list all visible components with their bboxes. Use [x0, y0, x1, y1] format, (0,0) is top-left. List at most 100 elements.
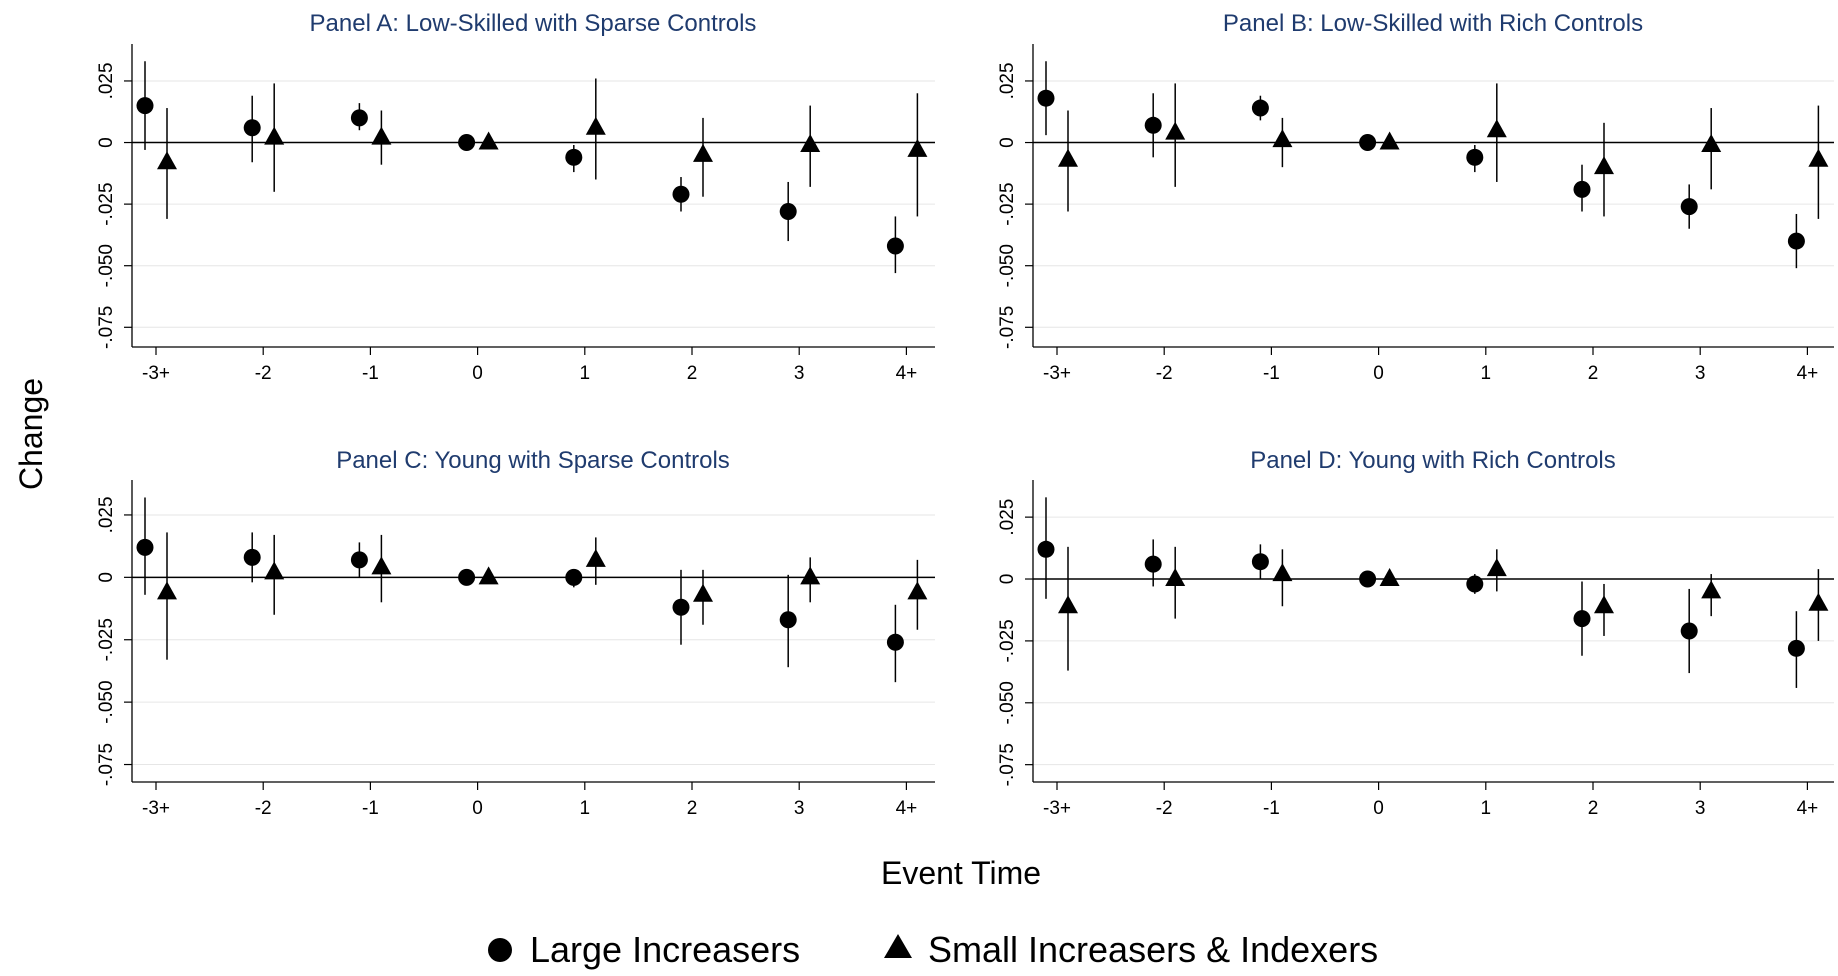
panel-c: Panel C: Young with Sparse Controls .025 0… [96, 447, 935, 819]
x-tick-label: 1 [1481, 363, 1492, 384]
point-large-increasers [350, 551, 368, 569]
x-tick-label: 0 [1373, 798, 1384, 819]
point-large-increasers [1787, 639, 1805, 657]
y-tick-label: .025 [997, 499, 1018, 536]
point-small-increasers [907, 581, 928, 600]
x-tick-label: -3+ [142, 798, 170, 819]
point-large-increasers [1359, 134, 1377, 152]
point-small-increasers [800, 134, 821, 152]
x-tick-label: 4+ [1797, 798, 1819, 819]
point-large-increasers [886, 633, 904, 651]
x-tick-label: -2 [255, 363, 272, 384]
point-small-increasers [1594, 595, 1614, 614]
y-tick-label: -.025 [96, 618, 117, 661]
point-large-increasers [1466, 148, 1484, 166]
y-tick-label: 0 [96, 572, 117, 583]
legend-circle-marker [488, 938, 512, 962]
x-tick-label: -1 [362, 363, 379, 384]
point-small-increasers [1808, 592, 1829, 611]
point-large-increasers [1251, 553, 1269, 571]
y-tick-label: -.025 [96, 182, 117, 225]
point-large-increasers [458, 134, 476, 152]
y-tick-label: 0 [997, 574, 1018, 585]
point-large-increasers [458, 568, 476, 586]
y-tick-label: -.075 [997, 306, 1018, 349]
x-tick-label: -3+ [1043, 363, 1071, 384]
y-tick-label: -.075 [96, 743, 117, 786]
x-tick-label: -1 [1263, 363, 1280, 384]
legend-triangle-marker [884, 934, 912, 958]
point-small-increasers [1379, 568, 1400, 587]
panels-group: Panel A: Low-Skilled with Sparse Control… [96, 10, 1834, 819]
point-small-increasers [157, 151, 177, 170]
point-large-increasers [672, 185, 690, 203]
point-large-increasers [136, 538, 154, 556]
point-large-increasers [1359, 570, 1377, 588]
point-small-increasers [478, 566, 499, 585]
x-tick-label: 1 [580, 363, 591, 384]
x-axis-title: Event Time [881, 855, 1041, 891]
y-tick-label: .025 [96, 496, 117, 533]
x-tick-label: 1 [1481, 798, 1492, 819]
y-tick-label: -.050 [997, 244, 1018, 287]
x-tick-label: 3 [794, 798, 805, 819]
panel-b: Panel B: Low-Skilled with Rich Controls.… [997, 10, 1834, 384]
point-large-increasers [1144, 555, 1162, 573]
point-small-increasers [264, 561, 285, 580]
point-small-increasers [1058, 148, 1078, 167]
y-tick-label: 0 [997, 137, 1018, 148]
point-large-increasers [243, 548, 261, 566]
point-small-increasers [907, 138, 928, 157]
x-tick-label: -1 [1263, 798, 1280, 819]
point-small-increasers [693, 583, 713, 602]
point-small-increasers [693, 143, 713, 162]
panel-a: Panel A: Low-Skilled with Sparse Control… [96, 10, 935, 384]
panel-d-title: Panel D: Young with Rich Controls [1250, 447, 1616, 474]
x-tick-label: -2 [255, 798, 272, 819]
point-large-increasers [1787, 232, 1805, 250]
point-large-increasers [565, 568, 583, 586]
x-tick-label: 4+ [896, 798, 918, 819]
x-tick-label: 4+ [1797, 363, 1819, 384]
x-tick-label: 2 [687, 798, 698, 819]
point-large-increasers [565, 148, 583, 166]
x-tick-label: -3+ [142, 363, 170, 384]
point-small-increasers [1379, 131, 1400, 150]
point-small-increasers [1058, 595, 1078, 614]
point-small-increasers [1272, 563, 1293, 582]
y-tick-label: -.025 [997, 619, 1018, 662]
point-large-increasers [350, 109, 368, 127]
point-small-increasers [1486, 558, 1507, 577]
legend: Large Increasers Small Increasers & Inde… [488, 929, 1378, 970]
point-small-increasers [585, 548, 606, 567]
y-tick-label: -.075 [997, 743, 1018, 786]
y-tick-label: 0 [96, 137, 117, 148]
x-tick-label: 3 [1695, 798, 1706, 819]
panel-a-title: Panel A: Low-Skilled with Sparse Control… [310, 10, 757, 37]
x-tick-label: 3 [1695, 363, 1706, 384]
y-tick-label: .025 [96, 62, 117, 99]
point-large-increasers [1037, 89, 1055, 107]
point-small-increasers [264, 126, 285, 145]
point-large-increasers [1573, 180, 1591, 198]
point-small-increasers [585, 116, 606, 135]
y-tick-label: -.075 [96, 306, 117, 349]
point-large-increasers [886, 237, 904, 255]
x-tick-label: -3+ [1043, 798, 1071, 819]
point-small-increasers [1272, 129, 1293, 148]
point-small-increasers [1594, 156, 1614, 175]
point-small-increasers [371, 556, 392, 575]
panel-c-title: Panel C: Young with Sparse Controls [336, 447, 730, 474]
x-tick-label: -1 [362, 798, 379, 819]
point-small-increasers [1165, 568, 1186, 587]
x-tick-label: 0 [1373, 363, 1384, 384]
point-large-increasers [1680, 198, 1698, 216]
y-tick-label: .025 [997, 62, 1018, 99]
x-tick-label: -2 [1156, 798, 1173, 819]
x-tick-label: 4+ [896, 363, 918, 384]
y-axis-title: Change [13, 378, 49, 490]
legend-label-small-increasers: Small Increasers & Indexers [928, 929, 1378, 970]
point-large-increasers [1144, 116, 1162, 134]
point-large-increasers [1466, 575, 1484, 593]
